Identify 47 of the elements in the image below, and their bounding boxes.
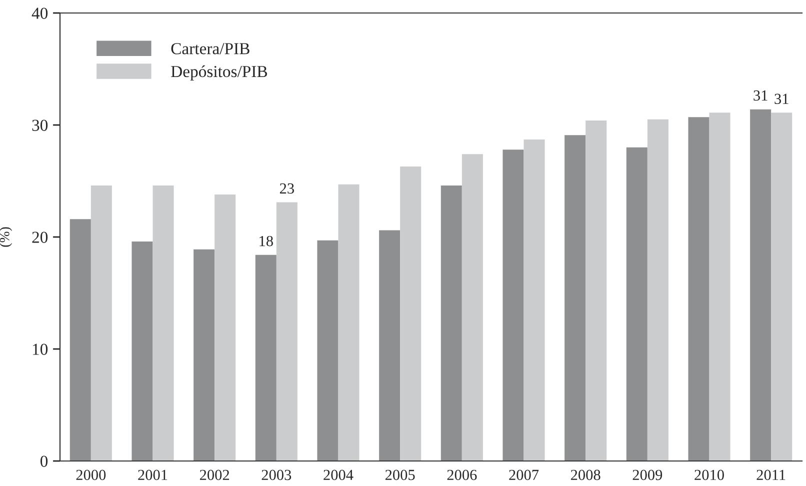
data-label: 18 (260, 236, 273, 246)
x-tick-label: 2005 (385, 470, 415, 480)
bar (440, 185, 462, 461)
bar (379, 230, 400, 461)
legend-label: Depósitos/PIB (171, 65, 268, 81)
x-tick-label: 2011 (756, 470, 786, 480)
bar (276, 202, 298, 461)
y-tick-label: 40 (32, 8, 48, 19)
x-tick-label: 2008 (570, 470, 600, 480)
bar (90, 185, 112, 461)
bar (70, 219, 91, 461)
bar (400, 166, 422, 461)
x-tick-label: 2003 (262, 470, 292, 480)
x-tick-label: 2000 (76, 470, 106, 480)
bar (194, 249, 215, 461)
bar (255, 254, 276, 461)
legend-label: Cartera/PIB (171, 43, 250, 54)
data-label: 31 (754, 90, 768, 101)
bar (524, 140, 545, 461)
x-tick-label: 2006 (447, 470, 477, 480)
x-tick-label: 2002 (200, 470, 230, 480)
x-tick-label: 2004 (324, 470, 354, 480)
bar (132, 241, 153, 461)
y-tick-label: 20 (32, 232, 48, 243)
y-tick-label: 0 (40, 456, 48, 467)
bar (502, 150, 524, 461)
data-label: 23 (280, 183, 294, 194)
bar (626, 147, 648, 461)
bar (709, 112, 730, 461)
x-tick-label: 2001 (138, 470, 168, 480)
y-tick-label: 30 (32, 120, 48, 131)
bar (214, 194, 236, 461)
x-tick-label: 2007 (509, 470, 539, 480)
bar (688, 117, 710, 461)
bar (586, 120, 607, 461)
x-tick-label: 2009 (632, 470, 662, 480)
bar (771, 112, 792, 461)
bar (564, 135, 586, 461)
bar (462, 154, 483, 461)
bar (338, 184, 360, 461)
bar (152, 185, 174, 461)
bar (750, 109, 772, 461)
bar (317, 240, 338, 461)
bar (647, 119, 668, 461)
data-label: 31 (774, 94, 788, 104)
y-tick-label: 10 (32, 344, 48, 355)
x-tick-label: 2010 (694, 470, 724, 480)
